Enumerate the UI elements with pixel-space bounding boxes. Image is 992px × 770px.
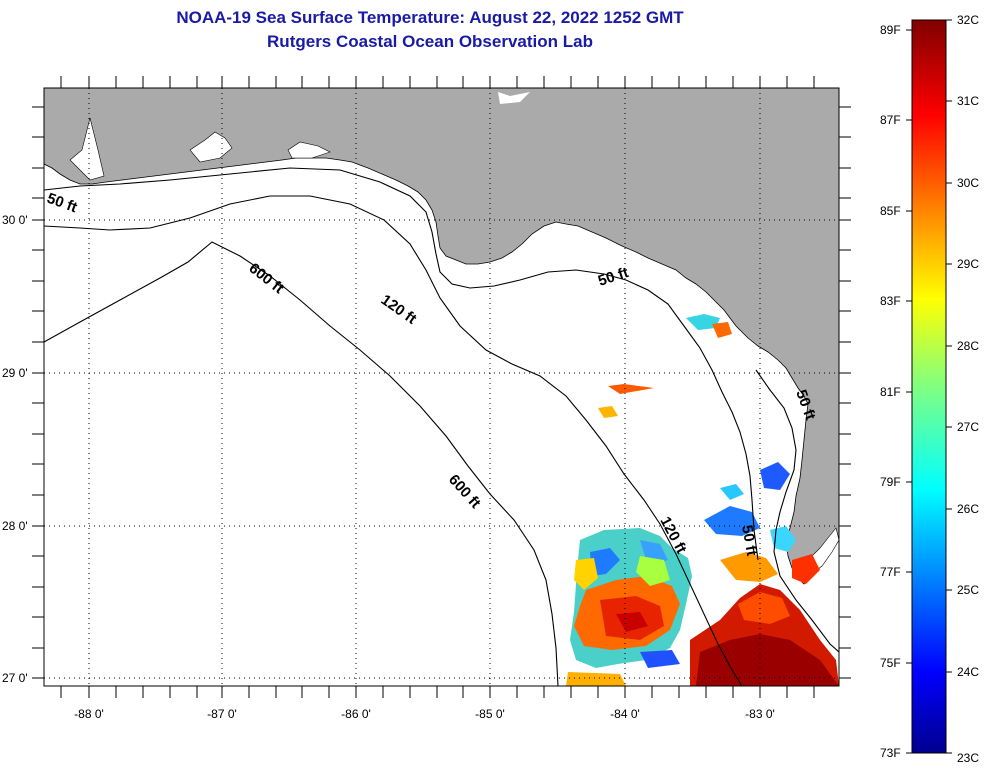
lon-label: -88 0' (74, 707, 104, 721)
color-bar: 89F 87F 85F 83F 81F 79F 77F 75F 73F 32C … (880, 13, 979, 765)
map-subtitle: Rutgers Coastal Ocean Observation Lab (267, 32, 593, 51)
colorbar-f-label: 87F (880, 113, 901, 127)
colorbar-c-label: 26C (957, 502, 979, 516)
map-title: NOAA-19 Sea Surface Temperature: August … (176, 8, 684, 27)
color-bar-gradient (911, 19, 947, 754)
colorbar-f-label: 89F (880, 23, 901, 37)
colorbar-f-label: 81F (880, 385, 901, 399)
colorbar-f-label: 83F (880, 294, 901, 308)
colorbar-c-label: 25C (957, 583, 979, 597)
colorbar-f-label: 85F (880, 204, 901, 218)
colorbar-c-label: 30C (957, 176, 979, 190)
pensacola-bay (189, 131, 233, 163)
depth-contours (44, 167, 839, 686)
lon-label: -84 0' (610, 707, 640, 721)
map-frame (43, 87, 840, 687)
colorbar-f-label: 75F (880, 656, 901, 670)
lon-label: -87 0' (207, 707, 237, 721)
lon-label: -83 0' (745, 707, 775, 721)
colorbar-c-label: 24C (957, 665, 979, 679)
colorbar-f-label: 79F (880, 475, 901, 489)
lon-labels: -88 0' -87 0' -86 0' -85 0' -84 0' -83 0… (74, 707, 775, 721)
colorbar-f-label: 77F (880, 565, 901, 579)
inland-lake (498, 92, 530, 104)
colorbar-c-label: 31C (957, 94, 979, 108)
colorbar-c-label: 27C (957, 420, 979, 434)
land-mass (44, 88, 839, 585)
colorbar-c-label: 32C (957, 13, 979, 27)
sst-patches (566, 314, 839, 686)
lon-label: -86 0' (341, 707, 371, 721)
lat-label: 27 0' (2, 671, 28, 685)
lat-label: 28 0' (2, 519, 28, 533)
mobile-bay (69, 117, 105, 181)
lat-label: 30 0' (2, 213, 28, 227)
lat-labels: 30 0' 29 0' 28 0' 27 0' (2, 213, 28, 685)
contour-50ft-east (755, 369, 839, 653)
contour-600ft (44, 241, 559, 686)
axis-ticks (32, 76, 851, 698)
colorbar-f-label: 73F (880, 746, 901, 760)
lat-label: 29 0' (2, 366, 28, 380)
contour-50ft-west (44, 167, 759, 561)
colorbar-c-label: 29C (957, 257, 979, 271)
choctaw-bay (287, 141, 331, 159)
lon-label: -85 0' (475, 707, 505, 721)
contour-120ft (44, 195, 743, 686)
colorbar-c-label: 28C (957, 339, 979, 353)
colorbar-c-label: 23C (957, 751, 979, 765)
contour-label-50ft-south: 50 ft (738, 524, 760, 557)
